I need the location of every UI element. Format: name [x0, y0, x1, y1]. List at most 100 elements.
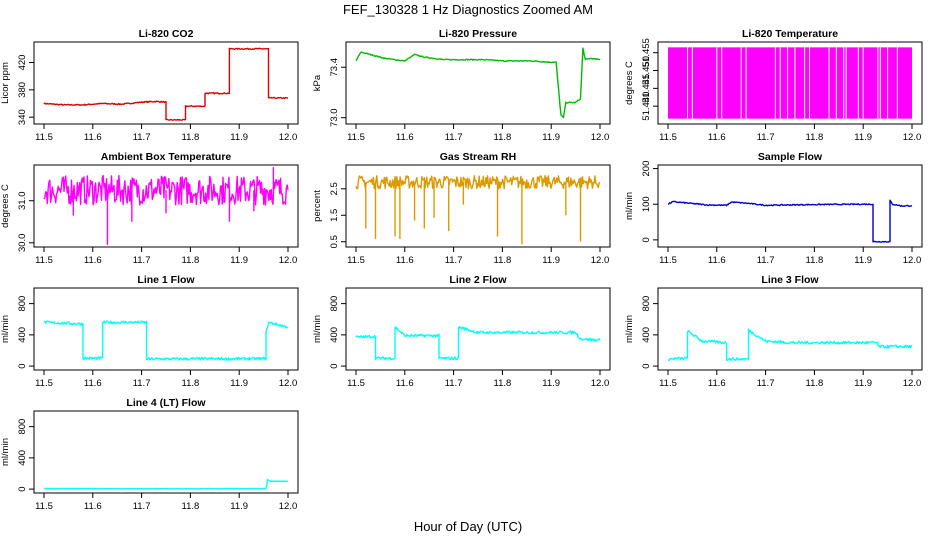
x-tick-label: 11.6 [84, 132, 102, 143]
x-tick-label: 11.8 [494, 255, 512, 266]
y-tick-label: 51.440 [641, 92, 652, 121]
x-tick-label: 12.0 [279, 132, 298, 143]
x-tick-label: 11.7 [757, 255, 775, 266]
figure-title: FEF_130328 1 Hz Diagnostics Zoomed AM [343, 2, 593, 17]
x-tick-label: 11.7 [445, 255, 463, 266]
y-axis-label: ml/min [312, 315, 323, 343]
y-axis-label: ml/min [0, 438, 11, 466]
plot-frame [33, 164, 299, 248]
y-tick-label: 0 [17, 363, 28, 368]
plot-frame [345, 164, 611, 248]
y-tick-label: 400 [17, 450, 28, 466]
x-tick-label: 11.9 [230, 501, 248, 512]
y-tick-label: 0 [329, 363, 340, 368]
x-tick-label: 11.7 [133, 501, 151, 512]
y-tick-label: 1.5 [329, 209, 340, 222]
plot-frame [33, 410, 299, 494]
x-tick-label: 11.9 [542, 132, 560, 143]
panel-3: Li-820 Temperature degrees C 11.5 11.6 11.7 1… [624, 28, 923, 143]
series-line [355, 175, 601, 190]
y-tick-label: 400 [641, 327, 652, 343]
panel-2: Li-820 Pressure kPa 11.5 11.6 11.7 11.8 11.9 12… [312, 28, 611, 143]
y-tick-label: 73.0 [329, 108, 340, 127]
x-tick-label: 11.7 [757, 132, 775, 143]
panel-5: Gas Stream RH percent 11.5 11.6 11.7 11.8 11.9… [312, 151, 611, 266]
x-tick-label: 11.6 [84, 501, 102, 512]
panel-7: Line 1 Flow ml/min 11.5 11.6 11.7 11.8 11.9 12.… [0, 274, 299, 389]
y-tick-label: 51.450 [641, 56, 652, 85]
x-tick-label: 11.7 [445, 378, 463, 389]
x-tick-label: 11.8 [494, 132, 512, 143]
panel-grid: Li-820 CO2 Licor ppm 11.5 11.6 11.7 11.8 11.9 1… [0, 28, 923, 512]
series-line [355, 325, 601, 361]
x-tick-label: 11.6 [84, 378, 102, 389]
y-tick-label: 73.4 [329, 58, 340, 77]
x-tick-label: 11.9 [854, 132, 872, 143]
x-tick-label: 11.7 [133, 378, 151, 389]
y-axis-label: ml/min [624, 192, 635, 220]
plot-frame [657, 287, 923, 371]
panel-6: Sample Flow ml/min 11.5 11.6 11.7 11.8 11.9 12.… [624, 151, 923, 266]
y-tick-label: 0 [17, 486, 28, 491]
x-tick-label: 11.5 [659, 255, 677, 266]
series-line [43, 478, 288, 490]
x-tick-label: 11.8 [806, 255, 824, 266]
x-tick-label: 11.7 [757, 378, 775, 389]
x-tick-label: 11.8 [806, 132, 824, 143]
x-tick-label: 11.6 [708, 255, 726, 266]
x-tick-label: 11.9 [230, 378, 248, 389]
series-line [667, 199, 913, 243]
series-line [667, 328, 913, 362]
x-tick-label: 11.6 [396, 132, 414, 143]
x-tick-label: 11.5 [659, 378, 677, 389]
panel-title: Li-820 CO2 [139, 28, 194, 40]
x-tick-label: 11.6 [396, 378, 414, 389]
x-tick-label: 11.5 [35, 501, 53, 512]
x-tick-label: 11.7 [445, 132, 463, 143]
x-tick-label: 12.0 [591, 255, 610, 266]
panel-10: Line 4 (LT) Flow ml/min 11.5 11.6 11.7 11.8 11… [0, 397, 299, 512]
y-tick-label: 400 [329, 327, 340, 343]
x-tick-label: 11.5 [35, 132, 53, 143]
y-tick-label: 800 [641, 296, 652, 312]
plot-frame [345, 41, 611, 125]
y-axis-label: ml/min [624, 315, 635, 343]
x-tick-label: 12.0 [591, 378, 610, 389]
panel-title: Ambient Box Temperature [101, 151, 232, 163]
y-tick-label: 31.0 [17, 191, 28, 210]
series-line [43, 320, 289, 361]
y-tick-label: 400 [17, 327, 28, 343]
figure-xlabel: Hour of Day (UTC) [414, 519, 522, 534]
x-tick-label: 11.8 [182, 255, 200, 266]
x-tick-label: 11.5 [347, 378, 365, 389]
y-axis-label: Licor ppm [0, 62, 11, 104]
x-tick-label: 11.9 [230, 132, 248, 143]
y-tick-label: 0 [641, 363, 652, 368]
panel-title: Li-820 Temperature [742, 28, 838, 40]
x-tick-label: 12.0 [591, 132, 610, 143]
x-tick-label: 11.5 [659, 132, 677, 143]
y-axis-label: degrees C [0, 184, 11, 228]
x-tick-label: 11.8 [182, 501, 200, 512]
x-tick-label: 11.8 [494, 378, 512, 389]
x-tick-label: 11.9 [854, 255, 872, 266]
x-tick-label: 11.5 [35, 255, 53, 266]
panel-title: Li-820 Pressure [439, 28, 517, 40]
x-tick-label: 11.6 [708, 132, 726, 143]
plot-frame [33, 41, 299, 125]
plot-frame [345, 287, 611, 371]
panel-8: Line 2 Flow ml/min 11.5 11.6 11.7 11.8 11.9 12.… [312, 274, 611, 389]
x-tick-label: 12.0 [903, 255, 922, 266]
panel-title: Line 2 Flow [449, 274, 507, 286]
panel-title: Line 3 Flow [761, 274, 819, 286]
x-tick-label: 11.5 [35, 378, 53, 389]
y-tick-label: 800 [329, 296, 340, 312]
panel-9: Line 3 Flow ml/min 11.5 11.6 11.7 11.8 11.9 12.… [624, 274, 923, 389]
x-tick-label: 11.8 [806, 378, 824, 389]
y-axis-label: degrees C [624, 61, 635, 105]
panel-title: Sample Flow [758, 151, 823, 163]
plot-frame [33, 287, 299, 371]
x-tick-label: 11.8 [182, 132, 200, 143]
panel-title: Line 4 (LT) Flow [126, 397, 206, 409]
